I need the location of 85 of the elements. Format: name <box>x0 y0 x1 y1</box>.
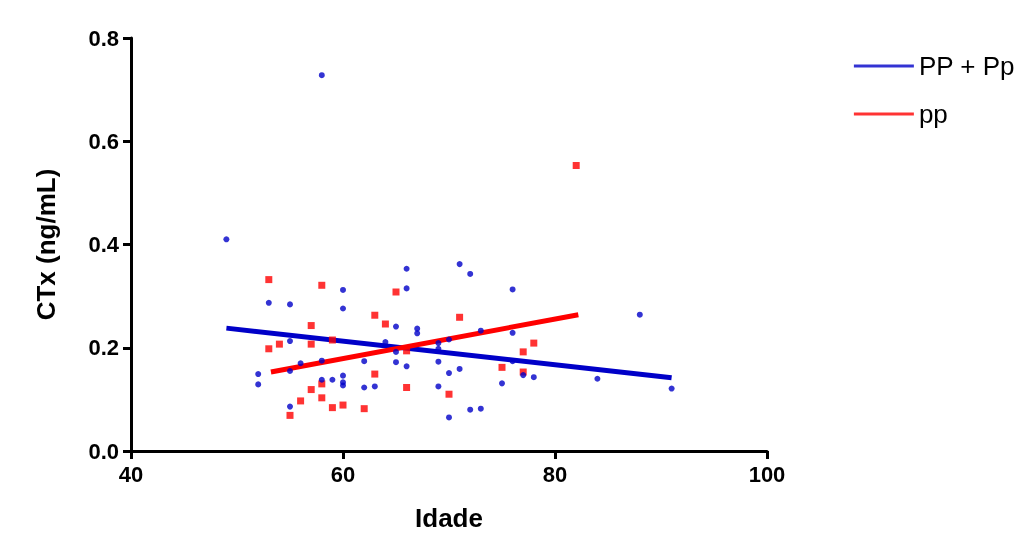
legend-label: pp <box>918 99 948 129</box>
point <box>499 380 505 387</box>
point <box>403 384 411 391</box>
y-axis-title: CTx (ng/mL) <box>31 168 61 321</box>
point <box>446 414 452 421</box>
point <box>287 367 293 374</box>
point <box>594 375 601 382</box>
point <box>636 311 643 318</box>
point <box>509 286 516 293</box>
x-tick-label: 40 <box>118 461 144 487</box>
point <box>498 363 506 371</box>
point <box>287 403 293 410</box>
point <box>456 313 464 321</box>
point <box>265 299 272 306</box>
point <box>371 370 379 378</box>
point <box>287 301 293 308</box>
point <box>361 384 368 391</box>
point <box>265 345 273 353</box>
y-tick-label: 0.0 <box>88 438 119 464</box>
point <box>477 327 484 334</box>
point <box>381 320 389 328</box>
point <box>435 383 442 390</box>
point <box>275 340 283 348</box>
point <box>467 270 474 277</box>
point <box>361 358 368 365</box>
point <box>435 340 442 347</box>
point <box>446 336 452 343</box>
y-tick-label: 0.6 <box>88 128 119 154</box>
point <box>393 348 399 355</box>
point <box>403 347 411 355</box>
point <box>307 386 315 394</box>
point <box>371 311 379 319</box>
point <box>520 372 527 379</box>
point <box>403 285 410 292</box>
point <box>360 405 368 413</box>
point <box>307 322 315 330</box>
point <box>255 371 262 378</box>
point <box>509 329 516 336</box>
point <box>530 339 538 347</box>
point <box>297 397 305 405</box>
point <box>403 363 410 370</box>
point <box>265 276 273 284</box>
point <box>477 405 484 412</box>
point <box>328 336 336 344</box>
point <box>307 340 315 348</box>
point <box>340 305 346 312</box>
point <box>530 374 537 381</box>
legend-label: PP + Pp <box>918 51 1015 81</box>
x-tick-label: 80 <box>542 461 568 487</box>
point <box>392 288 400 296</box>
y-tick-label: 0.2 <box>88 335 119 361</box>
point <box>318 281 326 289</box>
point <box>445 390 453 398</box>
point <box>572 162 580 170</box>
point <box>446 370 452 377</box>
point <box>329 376 336 383</box>
point <box>393 359 399 366</box>
point <box>318 394 326 402</box>
point <box>223 236 230 243</box>
point <box>456 365 463 372</box>
point <box>318 72 325 79</box>
point <box>435 358 442 365</box>
x-tick-label: 60 <box>330 461 356 487</box>
point <box>340 286 346 293</box>
y-tick-label: 0.8 <box>88 25 119 51</box>
point <box>668 385 675 392</box>
point <box>255 381 262 388</box>
point <box>371 383 378 390</box>
point <box>287 338 293 345</box>
point <box>456 261 463 268</box>
point <box>414 330 421 337</box>
point <box>286 411 294 419</box>
x-tick-label: 100 <box>748 461 786 487</box>
point <box>467 406 474 413</box>
point <box>393 323 399 330</box>
point <box>297 360 304 367</box>
point <box>318 376 325 383</box>
point <box>339 401 347 409</box>
point <box>340 372 346 379</box>
point <box>519 348 527 356</box>
point <box>328 404 336 412</box>
point <box>318 357 325 364</box>
y-tick-label: 0.4 <box>88 232 120 257</box>
point <box>403 265 410 272</box>
x-axis-title: Idade <box>415 503 483 533</box>
